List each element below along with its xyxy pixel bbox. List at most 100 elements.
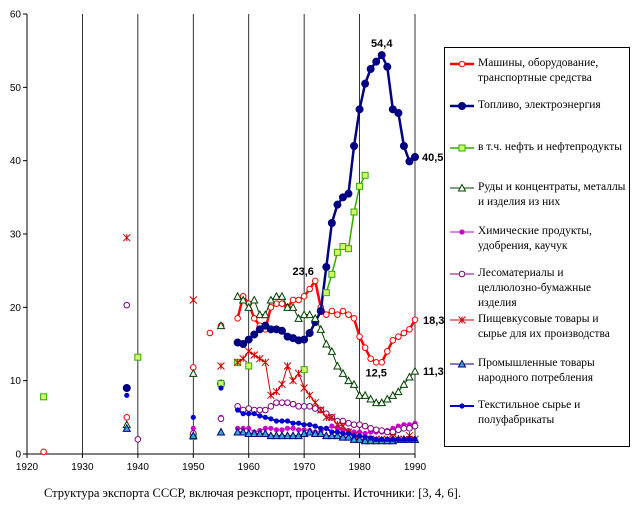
- legend-label: Пищевкусовые товары и сырье для их произ…: [478, 313, 610, 340]
- data-point: [289, 376, 297, 385]
- data-point: [288, 431, 298, 440]
- data-point: [327, 219, 336, 227]
- data-point: [350, 208, 358, 216]
- data-point: [384, 436, 390, 442]
- data-point: [345, 311, 352, 318]
- data-point: [329, 429, 335, 435]
- data-point: [406, 326, 413, 333]
- data-point: [267, 403, 275, 410]
- legend-label: Лесоматериалы и целлюлозно-бумажные изде…: [478, 267, 592, 309]
- data-point: [305, 310, 315, 319]
- data-point: [372, 359, 380, 366]
- data-label: 54,4: [371, 38, 393, 50]
- legend-swatch: [450, 144, 474, 152]
- data-point: [378, 427, 386, 434]
- data-point: [217, 415, 225, 423]
- data-point: [290, 425, 296, 431]
- data-point: [233, 291, 242, 300]
- legend-swatch: [450, 102, 474, 110]
- data-point: [246, 411, 252, 417]
- data-point: [338, 368, 348, 377]
- data-point: [316, 307, 325, 315]
- y-tick-label: 20: [10, 303, 22, 314]
- data-point: [300, 403, 308, 410]
- y-tick-label: 40: [10, 156, 22, 167]
- data-point: [262, 406, 269, 414]
- data-point: [395, 333, 402, 340]
- data-point: [350, 315, 358, 322]
- data-point: [289, 400, 297, 408]
- series-line: [237, 53, 416, 346]
- data-point: [289, 296, 297, 304]
- x-tick-label: 1940: [127, 462, 150, 473]
- axes: 0 10 20 30 40 50 60 1920 1930 1940 1950 1960 1970 198…: [10, 10, 427, 474]
- data-point: [310, 313, 320, 322]
- data-point: [296, 420, 302, 426]
- data-point: [295, 296, 302, 304]
- data-point: [190, 414, 196, 420]
- legend-swatch-marker: [458, 102, 466, 110]
- legend-swatch-marker: [458, 60, 466, 68]
- series-5: [123, 301, 419, 443]
- figure-caption: Структура экспорта СССР, включая реэкспо…: [44, 486, 461, 500]
- series-layer: [40, 51, 420, 456]
- data-point: [267, 391, 275, 400]
- legend-swatch: [450, 316, 474, 324]
- data-point: [323, 311, 330, 318]
- data-point: [345, 430, 352, 437]
- data-point: [339, 307, 347, 315]
- series-2: [40, 171, 369, 440]
- data-point: [306, 285, 313, 293]
- x-tick-label: 1990: [404, 462, 427, 473]
- y-tick-label: 50: [10, 83, 22, 94]
- data-point: [338, 432, 348, 441]
- data-point: [283, 302, 292, 311]
- data-point: [405, 157, 414, 166]
- data-point: [262, 414, 268, 420]
- data-point: [356, 333, 363, 340]
- data-point: [328, 307, 336, 315]
- data-point: [245, 362, 253, 370]
- data-point: [328, 270, 336, 278]
- data-point: [189, 296, 198, 304]
- x-tick-label: 1930: [71, 462, 94, 473]
- data-point: [300, 335, 309, 344]
- data-point: [255, 428, 265, 437]
- data-point: [273, 418, 280, 424]
- data-point: [334, 429, 341, 435]
- data-point: [245, 405, 253, 412]
- data-point: [277, 431, 287, 440]
- y-tick-label: 10: [10, 376, 22, 387]
- legend-label: Промышленные товары народного потреблени…: [478, 357, 595, 384]
- data-point: [233, 358, 242, 367]
- data-point: [316, 324, 326, 333]
- data-point: [300, 366, 308, 374]
- legend-swatch-marker: [458, 270, 466, 278]
- data-point: [206, 329, 214, 337]
- data-point: [355, 390, 364, 399]
- data-point: [361, 79, 370, 88]
- data-point: [123, 414, 131, 421]
- data-point: [283, 362, 292, 370]
- legend-swatch: [450, 270, 474, 278]
- x-tick-label: 1950: [182, 462, 205, 473]
- legend-label: Текстильное сырье и полуфабрикаты: [478, 399, 581, 426]
- data-point: [323, 425, 329, 431]
- data-point: [390, 436, 396, 442]
- data-point: [272, 291, 281, 300]
- data-point: [322, 289, 330, 297]
- data-point: [310, 428, 320, 437]
- data-point: [273, 300, 280, 307]
- data-point: [288, 302, 298, 311]
- data-point: [256, 406, 264, 414]
- data-point: [395, 426, 402, 434]
- data-point: [366, 436, 375, 445]
- data-point: [255, 325, 264, 334]
- data-point: [338, 193, 347, 202]
- legend-swatch: [450, 60, 474, 68]
- data-point: [233, 427, 242, 436]
- data-point: [266, 431, 276, 440]
- data-point: [255, 354, 264, 363]
- data-point: [412, 436, 418, 442]
